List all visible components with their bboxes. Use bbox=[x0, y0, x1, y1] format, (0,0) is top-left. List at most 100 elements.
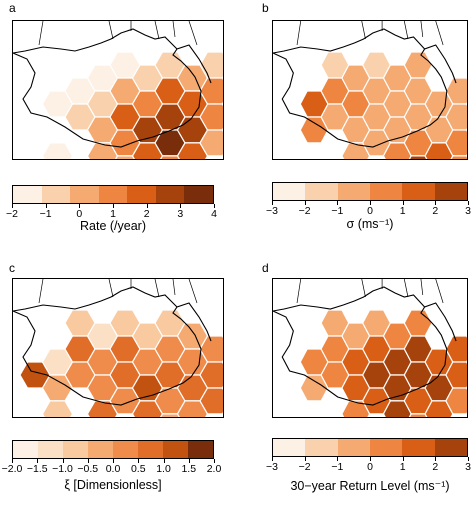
tick-mark bbox=[304, 457, 306, 461]
tick-label: −2.0 bbox=[1, 463, 23, 475]
colorbar-swatch bbox=[163, 441, 188, 458]
colorbar-swatch bbox=[113, 441, 138, 458]
state-border bbox=[421, 21, 423, 37]
tick-mark bbox=[272, 457, 273, 461]
tick-label: −1 bbox=[331, 205, 344, 217]
colorbar-swatch bbox=[273, 439, 306, 456]
hex-cell bbox=[466, 386, 467, 390]
colorbar-swatch bbox=[369, 439, 403, 456]
tick-label: −3 bbox=[266, 461, 278, 473]
tick-mark bbox=[12, 459, 13, 463]
hex-cell bbox=[466, 154, 467, 158]
colorbar bbox=[272, 438, 468, 457]
tick-label: 0 bbox=[367, 205, 373, 217]
hex-cell bbox=[41, 400, 74, 417]
tick-label: 1 bbox=[399, 205, 406, 217]
tick-label: 3 bbox=[465, 461, 471, 473]
tick-label: −1.0 bbox=[52, 463, 73, 475]
colorbar-ticks: −2 −1 0 1 2 3 4 bbox=[6, 204, 217, 220]
state-border bbox=[189, 279, 197, 303]
tick-mark bbox=[87, 459, 89, 463]
state-border bbox=[173, 279, 175, 295]
tick-label: 0.5 bbox=[130, 463, 146, 475]
tick-mark bbox=[62, 459, 64, 463]
map-svg bbox=[273, 21, 467, 159]
tick-mark bbox=[402, 201, 404, 205]
coastline bbox=[13, 279, 211, 405]
tick-label: 2 bbox=[432, 461, 439, 473]
state-border bbox=[297, 21, 301, 45]
colorbar-swatch bbox=[434, 183, 467, 200]
tick-label: 1 bbox=[399, 461, 406, 473]
colorbar-swatch bbox=[337, 439, 370, 456]
tick-label: 1 bbox=[110, 208, 116, 220]
tick-label: 2 bbox=[143, 208, 150, 220]
coast-line bbox=[273, 29, 425, 53]
hex-cell bbox=[221, 101, 223, 107]
colorbar bbox=[12, 440, 214, 459]
hex-cell bbox=[221, 127, 223, 133]
hex-cell bbox=[41, 142, 74, 159]
colorbar-swatch bbox=[188, 441, 213, 458]
tick-label: 0.0 bbox=[105, 463, 121, 475]
tick-mark bbox=[138, 459, 140, 463]
colorbar-swatch bbox=[337, 183, 370, 200]
tick-label: −1 bbox=[39, 208, 52, 220]
state-border bbox=[436, 279, 443, 303]
colorbar-swatch bbox=[70, 186, 99, 203]
state-border bbox=[297, 279, 301, 303]
coast-line bbox=[273, 45, 456, 147]
tick-mark bbox=[370, 457, 371, 461]
state-border bbox=[109, 21, 113, 39]
tick-mark bbox=[113, 459, 114, 463]
panel-label: d bbox=[262, 261, 269, 275]
tick-label: −1 bbox=[331, 461, 344, 473]
colorbar-swatch bbox=[273, 183, 306, 200]
tick-label: −0.5 bbox=[77, 463, 99, 475]
colorbar-swatch bbox=[88, 441, 113, 458]
state-border bbox=[421, 279, 423, 295]
panel-label: b bbox=[262, 1, 269, 15]
colorbar-swatch bbox=[63, 441, 88, 458]
tick-mark bbox=[113, 204, 114, 208]
state-border bbox=[39, 279, 43, 303]
map bbox=[12, 20, 224, 160]
hex-cell bbox=[466, 128, 467, 132]
colorbar bbox=[12, 185, 214, 204]
coastline bbox=[273, 279, 456, 405]
tick-mark bbox=[79, 204, 81, 208]
tick-mark bbox=[468, 201, 469, 205]
colorbar-title: 30−year Return Level (ms⁻¹) bbox=[290, 479, 450, 493]
map bbox=[12, 278, 224, 418]
map bbox=[272, 278, 468, 418]
tick-mark bbox=[337, 457, 339, 461]
tick-label: 2.0 bbox=[206, 463, 222, 475]
state-border bbox=[436, 21, 443, 45]
hex-cell bbox=[221, 359, 223, 365]
tick-mark bbox=[337, 201, 339, 205]
colorbar-ticks: −3 −2 −1 0 1 2 3 bbox=[266, 201, 471, 217]
colorbar-title: ξ [Dimensionless] bbox=[64, 478, 162, 492]
tick-mark bbox=[188, 459, 190, 463]
tick-label: −2 bbox=[298, 205, 311, 217]
tick-label: −2 bbox=[298, 461, 311, 473]
colorbar-swatch bbox=[369, 183, 403, 200]
coast-line bbox=[273, 287, 425, 311]
tick-label: −3 bbox=[266, 205, 278, 217]
state-border bbox=[155, 21, 159, 39]
tick-mark bbox=[214, 204, 215, 208]
tick-mark bbox=[304, 201, 306, 205]
hex-cell bbox=[466, 102, 467, 106]
tick-label: 4 bbox=[211, 208, 217, 220]
tick-label: −1.5 bbox=[26, 463, 48, 475]
tick-mark bbox=[37, 459, 39, 463]
map-svg bbox=[13, 279, 223, 417]
state-border bbox=[39, 21, 43, 45]
tick-label: 3 bbox=[177, 208, 184, 220]
tick-mark bbox=[468, 457, 469, 461]
coastline bbox=[273, 21, 456, 147]
coast-line bbox=[13, 287, 177, 311]
state-border bbox=[362, 21, 366, 39]
colorbar-swatch bbox=[402, 183, 435, 200]
panel-label: c bbox=[9, 261, 15, 275]
